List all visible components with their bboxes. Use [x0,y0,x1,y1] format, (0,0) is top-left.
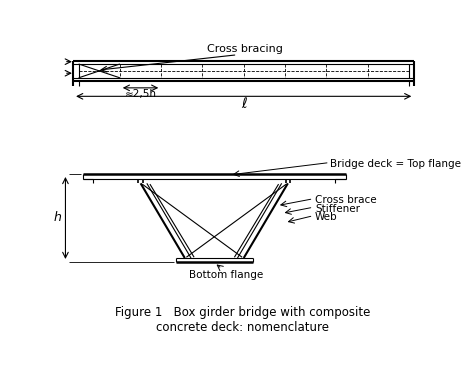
Text: h: h [54,211,62,225]
Text: Cross bracing: Cross bracing [207,44,283,54]
Text: Stiffener: Stiffener [315,204,360,214]
Text: Cross brace: Cross brace [315,195,377,205]
Text: Web: Web [315,212,337,222]
Text: Bottom flange: Bottom flange [189,270,263,279]
Text: Figure 1   Box girder bridge with composite
concrete deck: nomenclature: Figure 1 Box girder bridge with composit… [115,306,371,334]
Text: ≈2,5h: ≈2,5h [125,89,156,99]
Text: ℓ: ℓ [241,97,246,111]
Text: Bridge deck = Top flange: Bridge deck = Top flange [330,159,462,169]
